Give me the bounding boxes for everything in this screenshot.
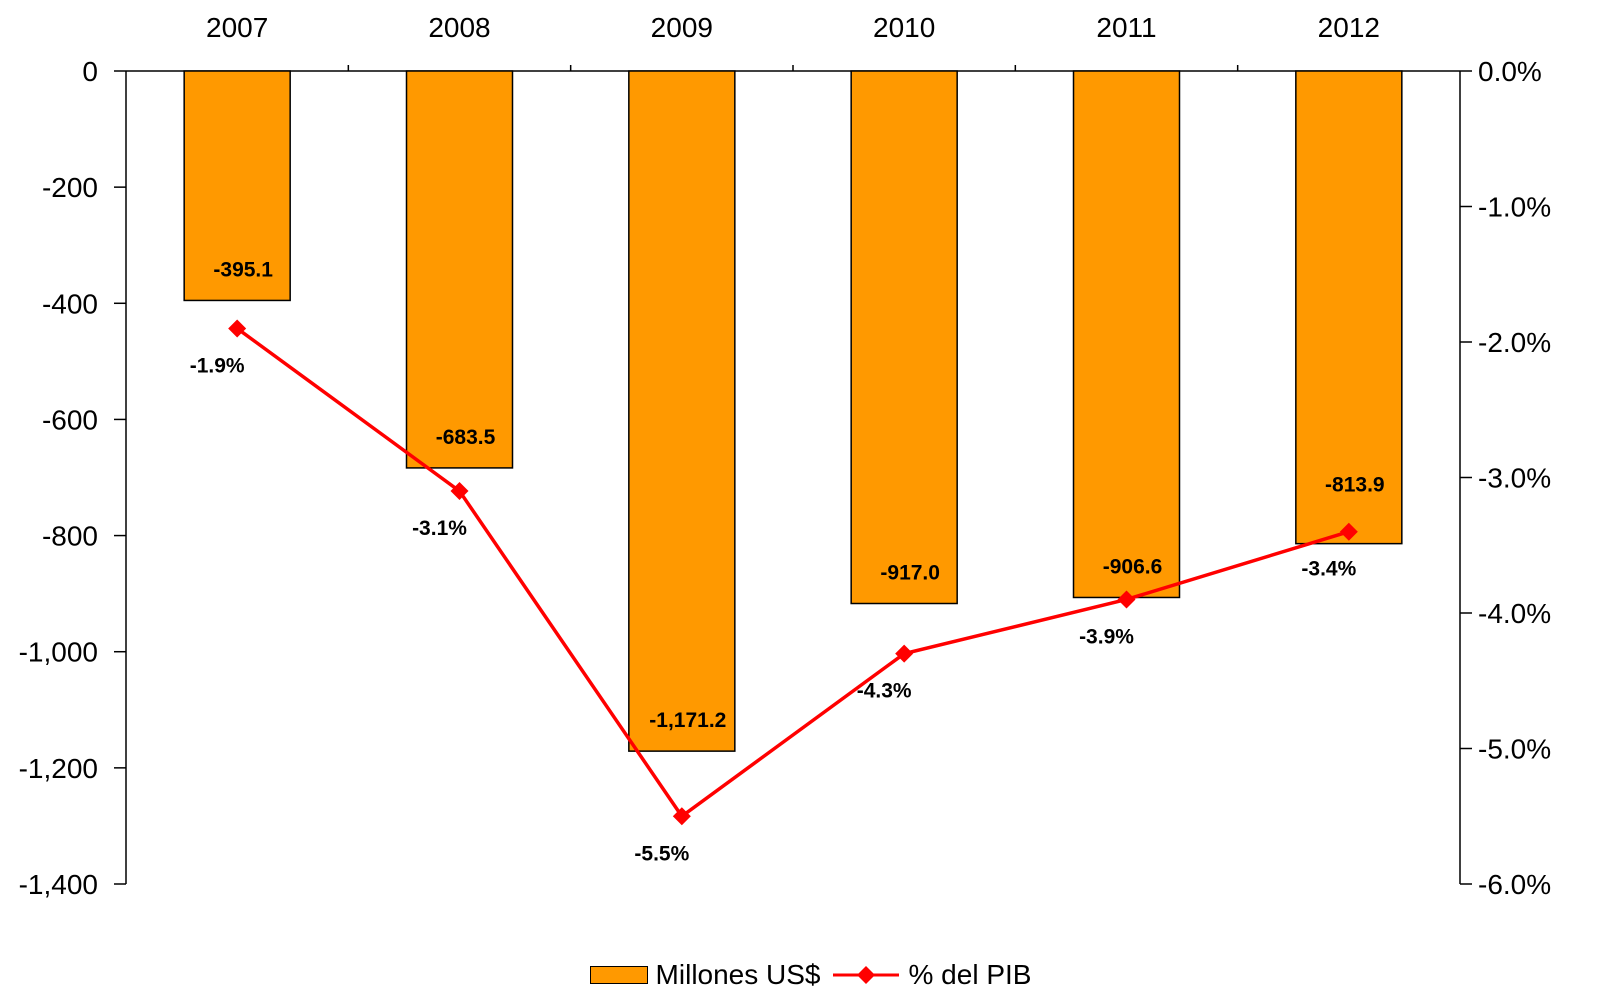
left-tick-label: -1,200 bbox=[19, 753, 98, 784]
legend-item-bar: Millones US$ bbox=[589, 959, 821, 991]
legend: Millones US$ % del PIB bbox=[0, 955, 1621, 995]
line-data-label: -1.9% bbox=[190, 354, 245, 377]
legend-bar-swatch bbox=[589, 966, 648, 984]
left-tick-label: -600 bbox=[42, 404, 98, 435]
line-data-label: -5.5% bbox=[634, 842, 689, 865]
right-tick-label: -3.0% bbox=[1478, 463, 1551, 494]
right-tick-label: -2.0% bbox=[1478, 327, 1551, 358]
line-data-label: -3.9% bbox=[1079, 625, 1134, 648]
right-tick-label: 0.0% bbox=[1478, 56, 1542, 87]
legend-line-swatch bbox=[832, 966, 899, 984]
pib-line bbox=[236, 327, 1350, 819]
line-data-label: -3.1% bbox=[412, 517, 467, 540]
right-tick-label: -5.0% bbox=[1478, 734, 1551, 765]
left-tick-label: 0 bbox=[82, 56, 98, 87]
legend-item-line: % del PIB bbox=[831, 959, 1032, 991]
right-tick-label: -4.0% bbox=[1478, 598, 1551, 629]
line-data-label: -3.4% bbox=[1301, 558, 1356, 581]
bar bbox=[1295, 70, 1403, 545]
category-label: 2011 bbox=[1096, 12, 1156, 43]
line-data-label: -4.3% bbox=[857, 680, 912, 703]
category-label: 2009 bbox=[651, 12, 713, 43]
bar bbox=[183, 70, 291, 302]
left-tick-label: -1,400 bbox=[19, 869, 98, 900]
right-tick-label: -6.0% bbox=[1478, 869, 1551, 900]
left-tick-label: -400 bbox=[42, 288, 98, 319]
line-point bbox=[228, 319, 247, 338]
category-label: 2008 bbox=[428, 12, 490, 43]
category-label: 2007 bbox=[206, 12, 268, 43]
category-label: 2012 bbox=[1318, 12, 1380, 43]
category-label: 2010 bbox=[873, 12, 935, 43]
bar-data-label: -906.6 bbox=[1103, 555, 1163, 578]
left-tick-label: -200 bbox=[42, 172, 98, 203]
line-point bbox=[450, 482, 469, 501]
bar bbox=[850, 70, 958, 605]
legend-bar-label: Millones US$ bbox=[655, 959, 821, 990]
bar bbox=[628, 70, 736, 752]
bar-data-label: -683.5 bbox=[436, 426, 496, 449]
line-point bbox=[895, 644, 914, 663]
line-point bbox=[1117, 590, 1136, 609]
right-tick-label: -1.0% bbox=[1478, 192, 1551, 223]
line-point bbox=[672, 807, 691, 826]
bar-data-label: -813.9 bbox=[1325, 474, 1385, 497]
left-tick-label: -800 bbox=[42, 521, 98, 552]
bar-data-label: -1,171.2 bbox=[649, 709, 726, 732]
bar bbox=[1072, 70, 1181, 599]
legend-line-label: % del PIB bbox=[908, 959, 1032, 990]
bar bbox=[405, 70, 514, 469]
line-point bbox=[1339, 522, 1358, 541]
bar-data-label: -917.0 bbox=[880, 562, 940, 585]
left-tick-label: -1,000 bbox=[19, 637, 98, 668]
bar-data-label: -395.1 bbox=[213, 258, 273, 281]
